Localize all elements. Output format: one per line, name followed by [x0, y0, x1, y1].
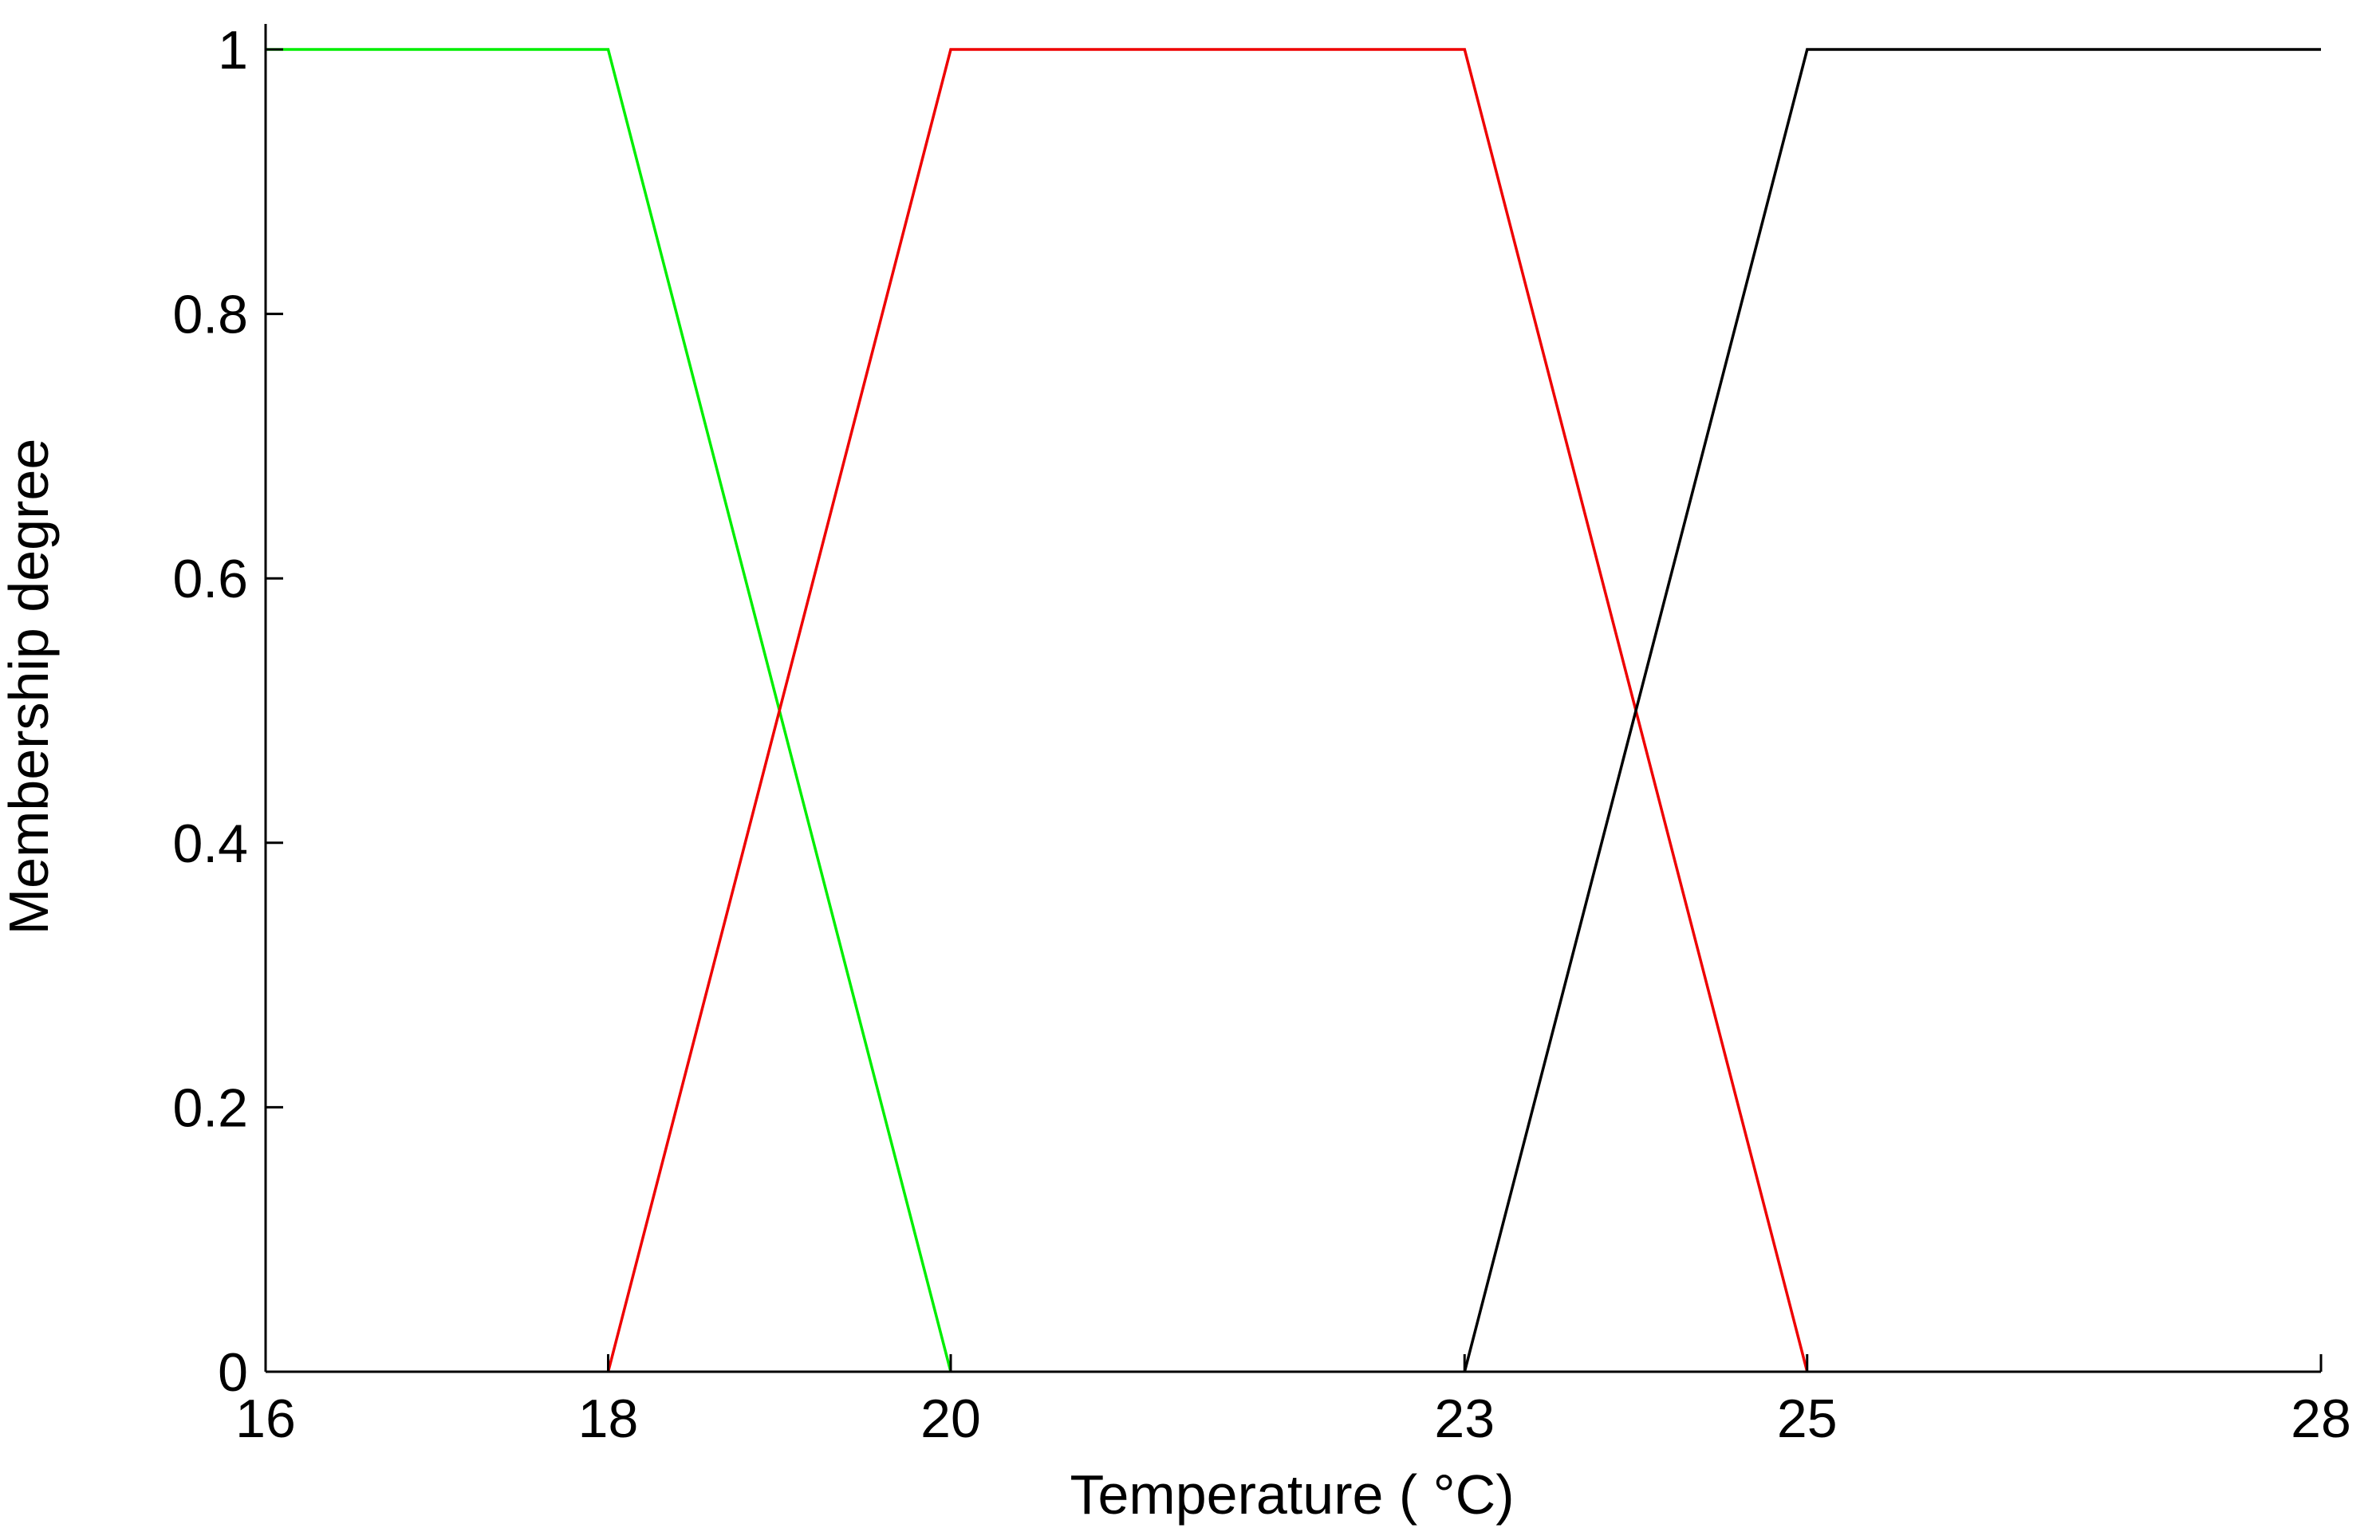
x-axis-title: Temperature ( °C)	[1070, 1463, 1514, 1526]
x-tick-label: 25	[1777, 1388, 1838, 1449]
y-tick-label: 0.4	[172, 813, 248, 874]
y-tick-label: 0.6	[172, 549, 248, 609]
x-tick-label: 20	[920, 1388, 981, 1449]
y-tick-label: 0.2	[172, 1077, 248, 1138]
x-tick-label: 16	[235, 1388, 296, 1449]
y-tick-label: 0.8	[172, 285, 248, 345]
y-tick-label: 1	[218, 20, 248, 81]
series-layer	[266, 48, 2321, 1373]
series-line-1	[266, 48, 952, 1373]
x-tick-label: 28	[2291, 1388, 2351, 1449]
axes-layer	[264, 24, 2321, 1373]
series-line-3	[1463, 48, 2321, 1373]
x-tick-label: 18	[578, 1388, 639, 1449]
series-line-2	[606, 48, 1809, 1373]
x-ticks: 16 18 20 23 25 28	[235, 1354, 2351, 1449]
y-axis-title: Membership degree	[0, 439, 60, 935]
y-tick-label: 0	[218, 1342, 248, 1403]
y-ticks: 0 0.2 0.4 0.6 0.8 1	[172, 20, 283, 1403]
x-tick-label: 23	[1434, 1388, 1495, 1449]
